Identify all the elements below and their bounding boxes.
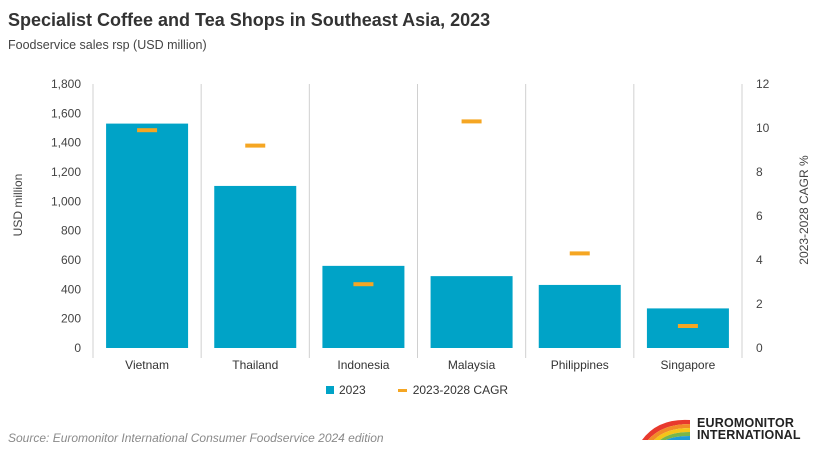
y-tick-label: 1,200 <box>51 165 81 179</box>
category-label: Singapore <box>661 358 716 372</box>
category-label: Indonesia <box>337 358 389 372</box>
y-tick-label: 800 <box>61 224 81 238</box>
chart-subtitle: Foodservice sales rsp (USD million) <box>8 38 207 52</box>
y-tick-label: 1,400 <box>51 136 81 150</box>
category-label: Malaysia <box>448 358 496 372</box>
euromonitor-logo: EUROMONITOR INTERNATIONAL <box>640 416 801 442</box>
y2-tick-label: 4 <box>756 253 763 267</box>
cagr-marker-indonesia <box>353 282 374 287</box>
category-label: Thailand <box>232 358 278 372</box>
y-tick-label: 1,600 <box>51 106 81 120</box>
y-tick-label: 0 <box>74 341 81 355</box>
y-axis-title: USD million <box>11 174 25 237</box>
y2-tick-label: 0 <box>756 341 763 355</box>
bar-vietnam <box>106 123 189 348</box>
source-note: Source: Euromonitor International Consum… <box>8 431 384 445</box>
legend-label-2023: 2023 <box>339 383 366 397</box>
y2-axis-title: 2023-2028 CAGR % <box>797 155 811 265</box>
cagr-marker-malaysia <box>461 119 482 124</box>
category-label: Philippines <box>551 358 609 372</box>
logo-text: EUROMONITOR INTERNATIONAL <box>697 416 801 442</box>
cagr-marker-philippines <box>569 251 590 256</box>
legend-item-2023: 2023 <box>326 383 366 397</box>
y-tick-label: 600 <box>61 253 81 267</box>
cagr-marker-singapore <box>677 324 698 328</box>
y-tick-label: 1,000 <box>51 194 81 208</box>
bar-thailand <box>214 185 297 348</box>
y-tick-label: 1,800 <box>51 77 81 91</box>
bar-philippines <box>538 284 621 348</box>
legend-item-cagr: 2023-2028 CAGR <box>397 383 509 397</box>
y2-tick-label: 8 <box>756 165 763 179</box>
cagr-marker-thailand <box>245 143 266 148</box>
category-label: Vietnam <box>125 358 169 372</box>
y-tick-label: 200 <box>61 312 81 326</box>
y2-tick-label: 6 <box>756 209 763 223</box>
y2-tick-label: 2 <box>756 297 763 311</box>
legend: 2023 2023-2028 CAGR <box>326 383 540 397</box>
legend-label-cagr: 2023-2028 CAGR <box>412 383 509 397</box>
bar-indonesia <box>322 265 405 348</box>
cagr-marker-vietnam <box>137 128 158 133</box>
legend-swatch-bar <box>326 386 334 394</box>
y2-tick-label: 12 <box>756 77 770 91</box>
y2-tick-label: 10 <box>756 121 770 135</box>
logo-emblem-icon <box>642 419 690 442</box>
bar-malaysia <box>430 276 513 348</box>
bar-singapore <box>646 308 729 348</box>
chart-title: Specialist Coffee and Tea Shops in South… <box>8 10 491 30</box>
legend-swatch-marker <box>397 388 407 392</box>
y-tick-label: 400 <box>61 282 81 296</box>
